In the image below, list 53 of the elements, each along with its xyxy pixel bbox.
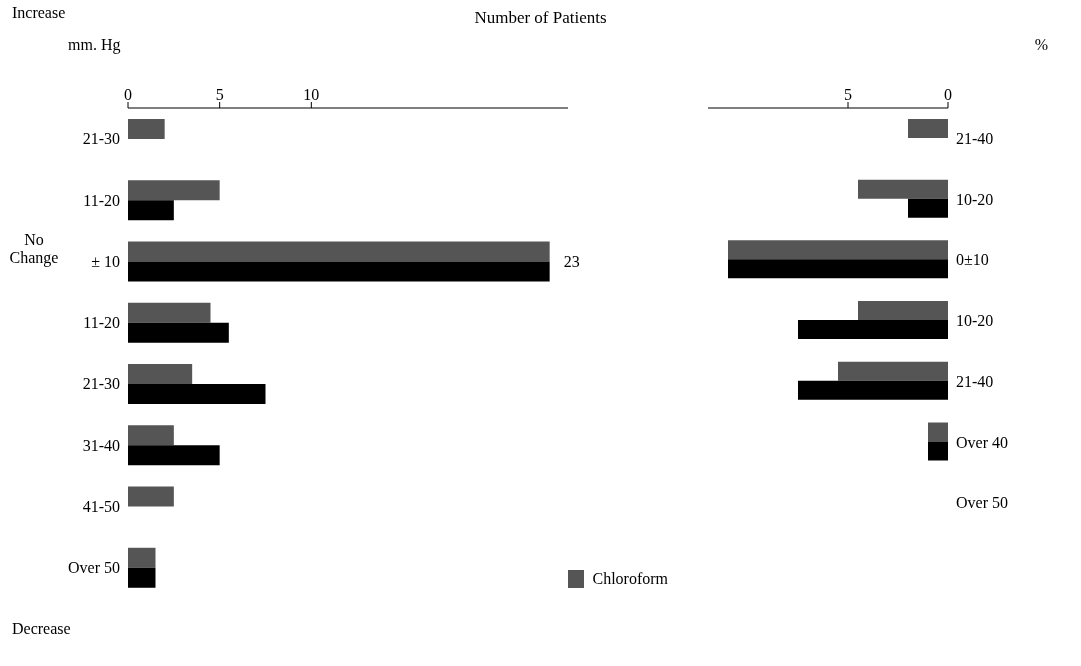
x-tick-label: 5 [215,86,224,103]
y-tick-label: 21-40 [956,130,994,148]
bar [728,240,948,260]
bar [128,302,211,323]
y-tick-label: 0±10 [956,251,989,269]
bar [128,364,193,385]
bar [128,486,174,507]
y-tick-label: 41-50 [82,497,120,515]
bar [908,198,948,218]
text: Decrease [12,620,71,638]
bar [128,241,550,262]
y-tick-label: 21-30 [82,375,120,393]
y-tick-label: Over 40 [956,433,1008,451]
y-tick-label: Over 50 [68,559,120,577]
bar [128,567,156,588]
x-tick-label: 5 [844,86,852,103]
chart-title: Number of Patients [474,8,607,27]
text: No Change [8,230,60,267]
y-tick-label: 10-20 [956,190,994,208]
y-tick-label: ± 10 [91,252,120,270]
bar [928,441,948,461]
x-tick-label: 10 [303,86,320,103]
y-tick-label: Over 50 [956,494,1008,512]
y-tick-label: 10-20 [956,312,994,330]
y-tick-label: 31-40 [82,436,120,454]
bar [128,119,165,140]
y-tick-label: 11-20 [83,314,120,332]
y-axis-title: mm. Hg [68,36,121,54]
bar [908,118,948,138]
bar [798,380,948,400]
x-tick-label: 0 [124,86,132,103]
bar [128,261,550,282]
bar [128,384,266,405]
bar [128,200,174,221]
bar [798,320,948,340]
bar [858,301,948,321]
bar [728,259,948,279]
bar [858,179,948,199]
legend-label: Chloroform [592,570,668,588]
x-tick-label: 0 [944,86,952,103]
y-tick-label: 21-40 [956,372,994,390]
y-tick-label: 11-20 [83,191,120,209]
bar [128,445,220,466]
bar [128,425,174,446]
bar [128,547,156,568]
bar [128,322,229,343]
bar [128,180,220,201]
y-tick-label: 21-30 [82,130,120,148]
y-axis-title: % [1034,36,1048,54]
bar [838,361,948,381]
bar [928,422,948,442]
text: Increase [12,4,66,22]
annotation: 23 [563,252,580,270]
